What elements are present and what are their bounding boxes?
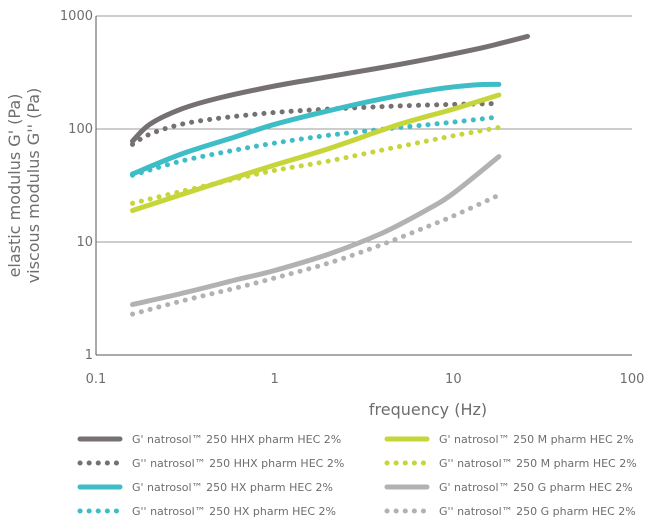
y-axis-label-line-2: viscous modulus G'' (Pa) [24,88,43,284]
legend-label: G'' natrosol™ 250 M pharm HEC 2% [439,457,637,470]
x-tick-label: 1 [271,372,279,387]
series-line-0 [130,33,530,144]
x-tick-label: 0.1 [86,372,107,387]
x-axis-label: frequency (Hz) [369,400,487,419]
legend-label: G' natrosol™ 250 HX pharm HEC 2% [132,481,333,494]
x-tick-label: 100 [620,372,645,387]
series-line-4 [130,92,502,213]
y-tick-label: 10 [76,235,93,250]
series-line-2 [130,81,502,177]
data-series [130,33,530,317]
legend-label: G' natrosol™ 250 HHX pharm HEC 2% [132,433,341,446]
legend-label: G'' natrosol™ 250 G pharm HEC 2% [439,505,636,518]
series-line-6 [130,154,502,307]
y-tick-label: 1000 [60,9,93,24]
series-line-5 [130,125,502,206]
x-tick-labels: 0.1 1 10 100 [86,372,645,387]
legend-item: G' natrosol™ 250 HX pharm HEC 2% [77,481,333,494]
y-tick-label: 100 [68,122,93,137]
legend-item: G' natrosol™ 250 M pharm HEC 2% [384,433,634,446]
legend-item: G' natrosol™ 250 HHX pharm HEC 2% [77,433,341,446]
y-tick-labels: 1 10 100 1000 [60,9,93,363]
legend-item: G'' natrosol™ 250 HHX pharm HEC 2% [77,457,344,470]
series-line-1 [130,101,502,147]
legend-item: G'' natrosol™ 250 G pharm HEC 2% [384,505,636,518]
legend: G' natrosol™ 250 HHX pharm HEC 2% G'' nat… [77,433,637,518]
series-line-3 [130,114,502,178]
y-tick-label: 1 [85,348,93,363]
legend-item: G'' natrosol™ 250 M pharm HEC 2% [384,457,637,470]
legend-label: G'' natrosol™ 250 HX pharm HEC 2% [132,505,336,518]
legend-item: G'' natrosol™ 250 HX pharm HEC 2% [77,505,336,518]
legend-item: G' natrosol™ 250 G pharm HEC 2% [384,481,633,494]
legend-label: G' natrosol™ 250 G pharm HEC 2% [439,481,633,494]
series-line-7 [130,192,502,317]
legend-label: G' natrosol™ 250 M pharm HEC 2% [439,433,634,446]
x-tick-label: 10 [445,372,462,387]
y-axis-label-line-1: elastic modulus G' (Pa) [5,94,24,278]
legend-label: G'' natrosol™ 250 HHX pharm HEC 2% [132,457,344,470]
